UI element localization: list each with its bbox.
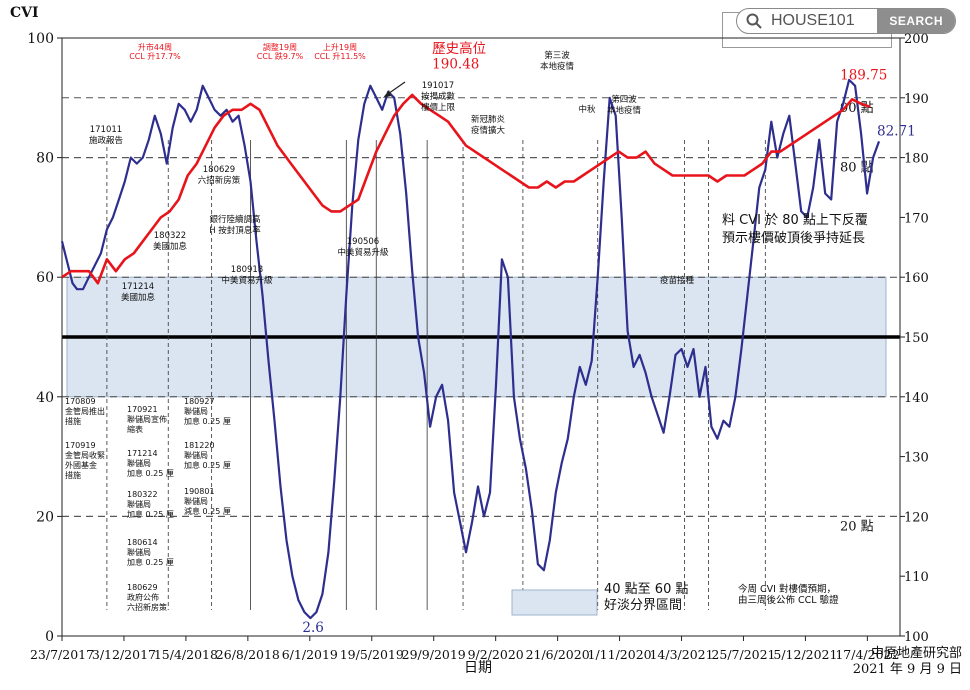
x-axis-label: 日期 [464,660,492,676]
search-icon[interactable] [737,13,765,29]
left-tick-label: 40 [36,390,54,406]
event-annotation: 180918 中美貿易升級 [221,265,273,286]
band-legend-label: 40 點至 60 點好淡分界區間 [604,582,688,613]
left-tick-label: 60 [36,270,54,286]
left-tick-label: 80 [36,151,54,167]
search-bar[interactable]: HOUSE101 SEARCH [736,8,956,34]
side-note: 180614 聯儲局加息 0.25 厘 [127,538,174,567]
right-tick-label: 180 [904,152,929,167]
x-tick-label: 23/7/2017 [30,647,94,662]
event-annotation: 191017 按揭成數樓價上限 [421,81,456,113]
point-label: 2.6 [302,620,323,636]
point-label: 189.75 [840,67,887,83]
event-annotation: 料 CVI 於 80 點上下反覆預示樓價破頂後爭持延長 [722,212,868,246]
search-button[interactable]: SEARCH [877,9,955,33]
period-annotation: 上升19周 CCL 升11.5% [314,43,366,61]
period-annotation: 升市44周 CCL 升17.7% [129,42,181,61]
source-note: 中原地產研究部 2021 年 9 月 9 日 [853,645,962,677]
event-annotation: 中秋 [578,104,596,115]
search-widget: HOUSE101 SEARCH [722,6,962,48]
reference-label: 80 點 [840,161,874,176]
right-tick-label: 130 [904,451,929,466]
x-tick-label: 9/2/2020 [468,647,524,662]
x-tick-label: 21/6/2020 [526,647,590,662]
side-note: 170921 聯儲局宣佈縮表 [127,405,167,434]
event-annotation: 疫苗接種 [660,275,695,286]
event-annotation: 銀行陸續調高 H 按封頂息率 [209,214,261,236]
right-tick-label: 170 [904,211,929,226]
x-tick-label: 26/8/2018 [216,647,280,662]
reference-label: 20 點 [840,519,874,534]
right-tick-label: 120 [904,510,929,525]
x-tick-label: 17/4/2022 [835,647,899,662]
event-annotation: 今周 CVI 對樓價預期，由三周後公佈 CCL 驗證 [738,583,839,606]
right-tick-label: 110 [904,570,929,585]
side-note: 181220 聯儲局加息 0.25 厘 [184,441,231,470]
side-note: 180322 聯儲局加息 0.25 厘 [127,490,174,519]
side-note: 190801 聯儲局減息 0.25 厘 [184,487,231,516]
right-tick-label: 200 [904,32,929,47]
left-tick-label: 20 [36,509,54,525]
event-annotation: 171214 美國加息 [121,282,156,303]
x-tick-label: 6/1/2019 [282,647,338,662]
event-annotation: 第三波本地疫情 [540,50,575,72]
side-note: 170809 金管局推出措施 [65,397,105,426]
right-tick-label: 150 [904,331,929,346]
series-cvi-line [60,78,881,620]
y-axis-label: CVI [10,5,39,21]
historic-high-arrowhead [383,90,391,98]
point-label: 歷史高位 190.48 [432,40,486,73]
left-tick-label: 0 [45,629,54,645]
point-label: 82.71 [877,123,916,139]
side-note: 180629 政府公佈六招新房策 [127,583,167,612]
period-annotation: 調整19周 CCL 跌9.7% [257,42,304,61]
series-ccl-line [61,93,871,285]
band-legend-swatch [511,589,598,616]
x-tick-label: 14/3/2021 [649,647,713,662]
event-annotation: 171011 施政報告 [89,125,123,146]
right-tick-label: 160 [904,271,929,286]
right-tick-label: 190 [904,92,929,107]
left-tick-label: 100 [27,31,54,47]
search-input[interactable]: HOUSE101 [771,12,855,29]
event-annotation: 180629 六招新房策 [198,165,241,186]
event-annotation: 新冠肺炎疫情擴大 [471,114,506,136]
right-tick-label: 140 [904,391,929,406]
x-tick-label: 3/12/2017 [92,647,156,662]
event-annotation: 第四波本地疫情 [607,94,642,116]
x-tick-label: 25/7/2021 [711,647,775,662]
side-note: 171214 聯儲局加息 0.25 厘 [127,449,174,478]
x-tick-label: 19/5/2019 [340,647,404,662]
x-tick-label: 1/11/2020 [588,647,652,662]
event-annotation: 190506 中美貿易升級 [337,237,389,258]
x-tick-label: 15/4/2018 [154,647,218,662]
event-annotation: 180322 美國加息 [153,231,188,252]
x-tick-label: 5/12/2021 [773,647,837,662]
side-note: 180927 聯儲局加息 0.25 厘 [184,397,231,426]
right-tick-label: 100 [904,630,929,645]
x-tick-label: 29/9/2019 [402,647,466,662]
side-note: 170919 金管局收緊外國基金措施 [65,441,105,480]
